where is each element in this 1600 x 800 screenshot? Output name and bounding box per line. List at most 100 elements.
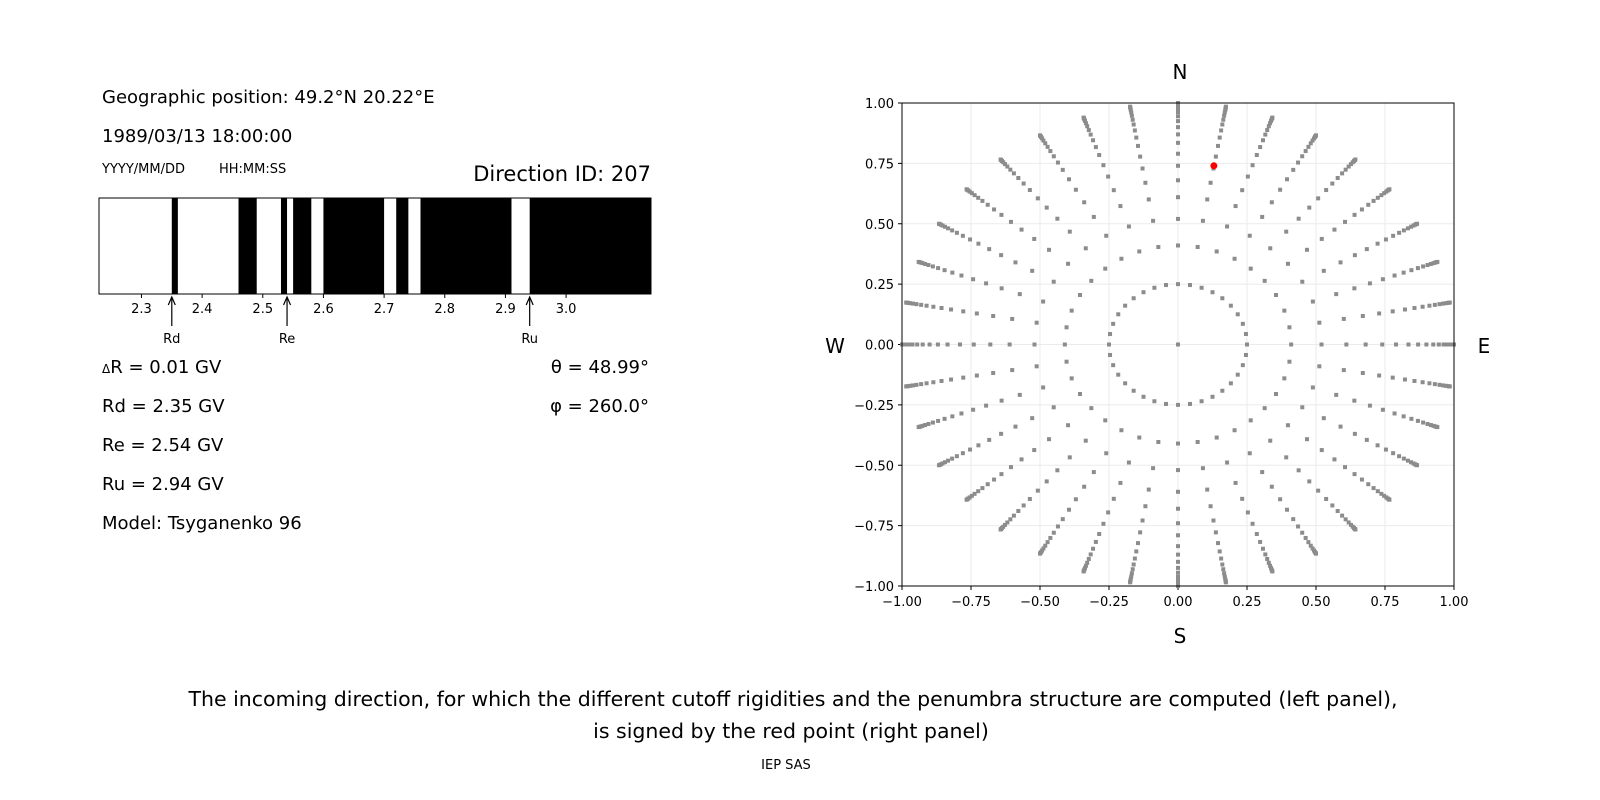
direction-point	[1300, 154, 1305, 159]
datetime: 1989/03/13 18:00:00	[102, 126, 292, 147]
direction-point	[1137, 249, 1142, 254]
direction-point	[1428, 261, 1433, 266]
direction-point	[961, 309, 966, 314]
direction-point	[1132, 556, 1137, 561]
x-tick-label: 2.9	[495, 302, 516, 317]
direction-point	[987, 247, 992, 252]
direction-point	[1424, 342, 1429, 347]
direction-point	[1135, 541, 1140, 546]
direction-point	[1111, 188, 1116, 193]
marker-label-rd: Rd	[163, 332, 180, 347]
direction-point	[1008, 465, 1013, 470]
direction-point	[1176, 342, 1180, 347]
geo-position: Geographic position: 49.2°N 20.22°E	[102, 87, 435, 108]
marker-label-re: Re	[279, 332, 295, 347]
forbidden-band	[293, 198, 312, 294]
direction-point	[1340, 171, 1345, 176]
direction-point	[1240, 321, 1245, 326]
direction-point	[976, 443, 981, 448]
direction-point	[1303, 535, 1308, 540]
direction-point	[1051, 530, 1056, 535]
direction-point	[1409, 224, 1414, 229]
y-tick-label: −1.00	[854, 580, 894, 595]
direction-point	[1082, 484, 1087, 489]
direction-point	[1187, 283, 1192, 288]
direction-point	[1265, 556, 1270, 561]
ru-value: Ru = 2.94 GV	[102, 474, 224, 495]
direction-point	[1085, 560, 1090, 565]
direction-point	[1176, 441, 1180, 446]
direction-point	[1427, 381, 1432, 386]
direction-point	[1383, 237, 1388, 242]
direction-point	[1268, 121, 1273, 126]
arrow-head-icon	[525, 295, 534, 306]
direction-point	[1007, 342, 1012, 347]
direction-point	[1176, 570, 1180, 575]
direction-point	[1285, 423, 1290, 428]
direction-point	[904, 300, 909, 305]
direction-point	[1064, 359, 1069, 364]
direction-point	[1176, 506, 1180, 511]
y-tick-label: −0.75	[854, 520, 894, 535]
direction-point	[1123, 303, 1128, 308]
credit: IEP SAS	[761, 758, 811, 773]
direction-point	[1176, 125, 1180, 130]
direction-point	[1380, 277, 1385, 282]
direction-point	[1243, 332, 1248, 337]
delta-r-value: R = 0.01 GV	[110, 357, 222, 378]
direction-point	[1390, 309, 1395, 314]
direction-point	[1232, 256, 1237, 261]
direction-point	[1232, 428, 1237, 433]
direction-point	[1437, 302, 1442, 307]
direction-point	[910, 383, 915, 388]
direction-point	[1269, 200, 1274, 205]
direction-point	[1016, 508, 1021, 513]
direction-point	[1021, 181, 1026, 186]
direction-point	[1013, 424, 1018, 429]
direction-point	[1034, 364, 1039, 369]
direction-point	[1103, 418, 1108, 423]
direction-point	[1019, 457, 1024, 462]
direction-point	[1278, 497, 1283, 502]
direction-point	[1032, 448, 1037, 453]
direction-point	[1308, 543, 1313, 548]
direction-point	[1316, 488, 1321, 493]
direction-point	[1421, 264, 1426, 269]
direction-point	[1187, 401, 1192, 406]
direction-point	[1152, 285, 1157, 290]
direction-point	[999, 398, 1004, 403]
direction-point	[1233, 480, 1238, 485]
direction-point	[923, 261, 928, 266]
direction-point	[1005, 164, 1010, 169]
direction-point	[1210, 394, 1215, 399]
direction-point	[1247, 451, 1252, 456]
direction-point	[1352, 431, 1357, 436]
direction-point	[1319, 236, 1324, 241]
direction-point	[946, 458, 951, 463]
direction-point	[1081, 115, 1086, 120]
direction-point	[936, 266, 941, 271]
direction-point	[985, 482, 990, 487]
direction-point	[1103, 266, 1108, 271]
direction-point	[1126, 224, 1131, 229]
direction-point	[950, 414, 955, 419]
direction-point	[1111, 363, 1116, 368]
direction-point	[1216, 143, 1221, 148]
direction-point	[1352, 398, 1357, 403]
direction-point	[1008, 167, 1013, 172]
direction-point	[1176, 151, 1180, 156]
direction-point	[1296, 468, 1301, 473]
direction-point	[1176, 107, 1180, 112]
direction-point	[1441, 383, 1446, 388]
direction-point	[926, 421, 931, 426]
direction-point	[1375, 443, 1380, 448]
x-tick-label: 2.4	[192, 302, 213, 317]
direction-point	[1353, 527, 1358, 532]
y-tick-label: −0.25	[854, 399, 894, 414]
direction-point	[1263, 552, 1268, 557]
delta-r: ΔR = 0.01 GV	[102, 357, 222, 378]
direction-point	[1097, 153, 1102, 158]
direction-point	[1027, 188, 1032, 193]
direction-point	[1278, 187, 1283, 192]
direction-point	[1051, 405, 1056, 410]
